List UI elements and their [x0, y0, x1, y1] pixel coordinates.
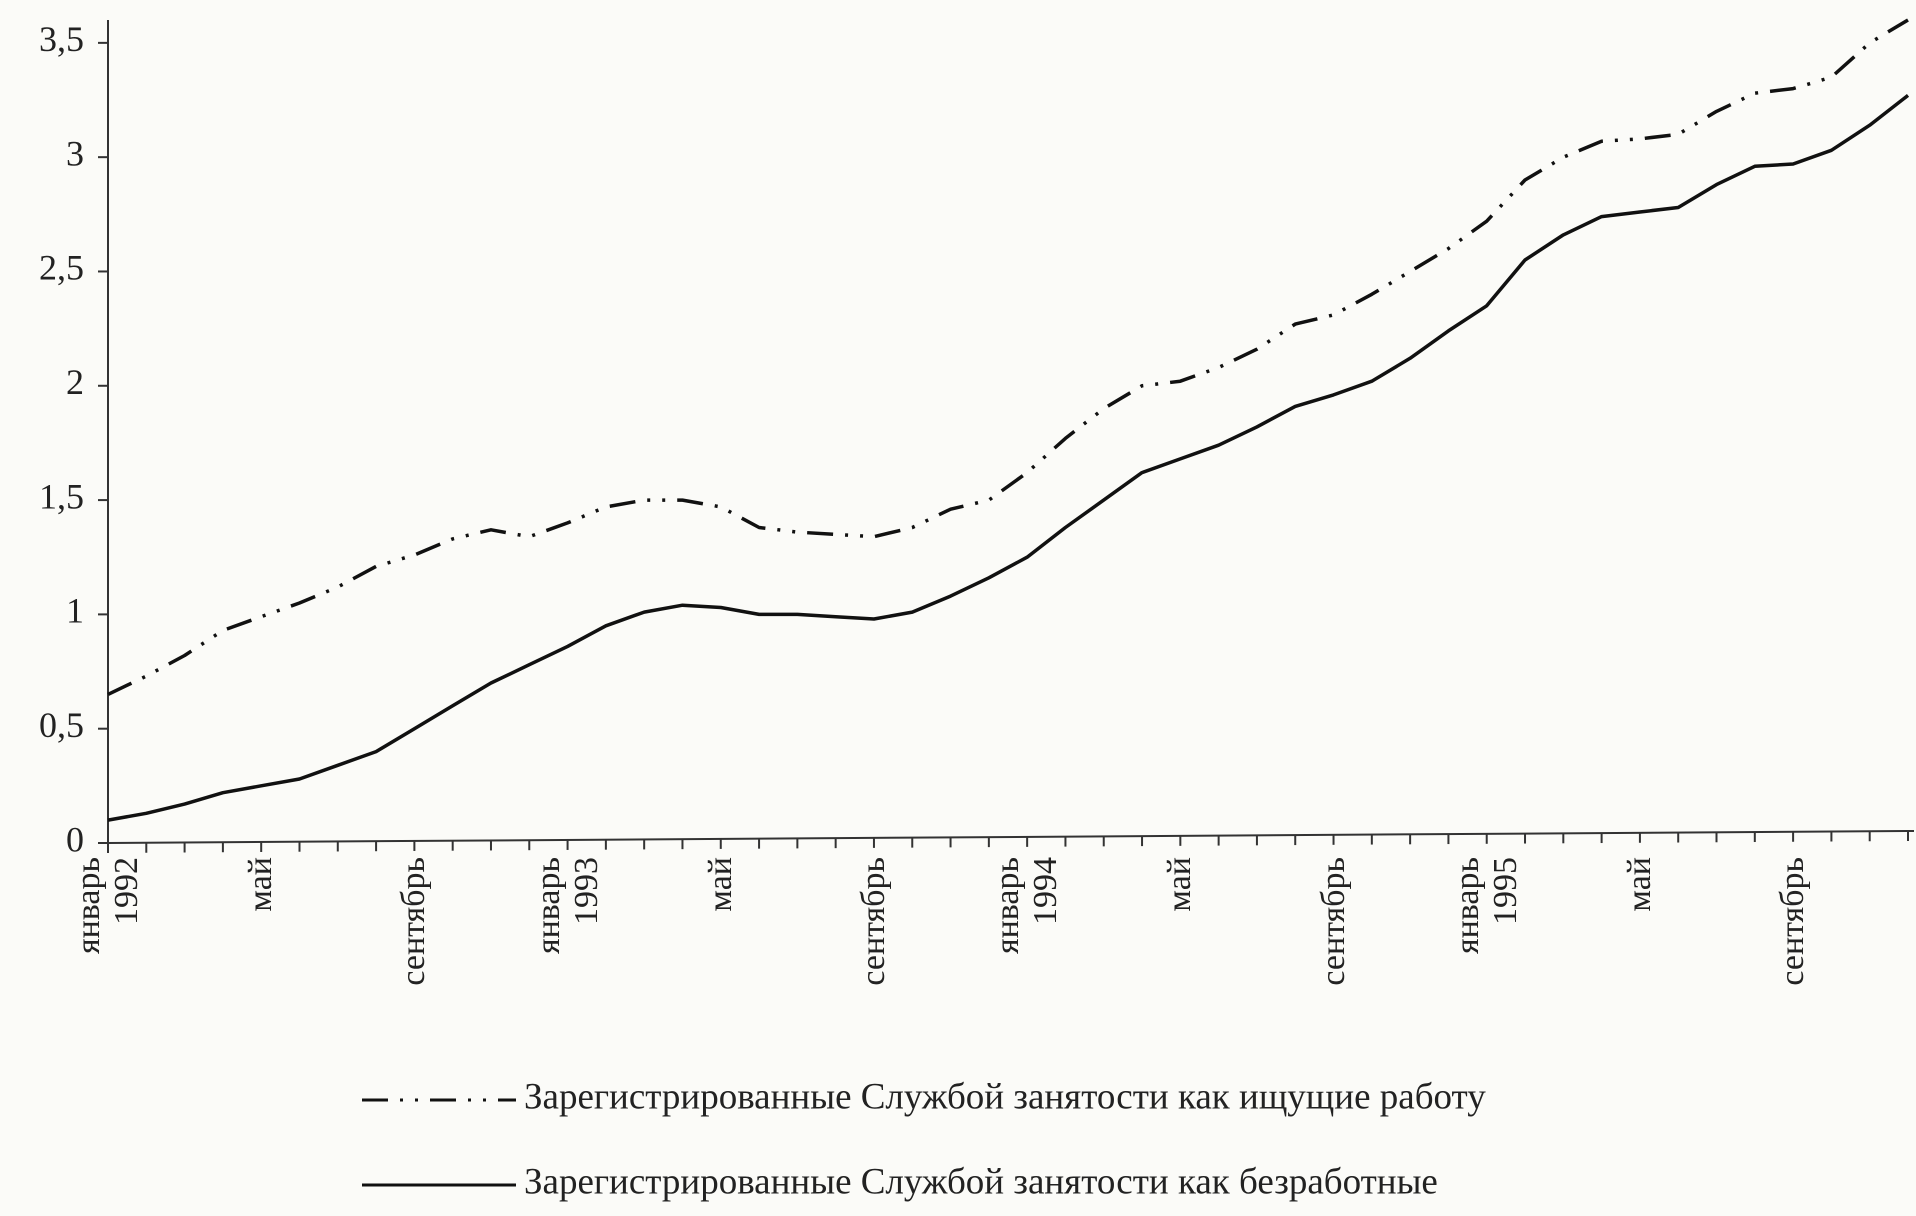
x-tick-label: январь 1994 — [989, 857, 1065, 955]
y-tick-label: 0,5 — [39, 705, 84, 745]
x-axis — [107, 830, 1915, 844]
x-tick-label: май — [242, 857, 280, 912]
y-tick-label: 1,5 — [39, 476, 84, 516]
x-tick-label: январь 1993 — [529, 857, 605, 955]
legend-label: Зарегистрированные Службой занятости как… — [524, 1076, 1486, 1117]
x-tick-label: сентябрь — [854, 857, 892, 986]
x-tick-label: январь 1995 — [1448, 857, 1524, 955]
x-tick-label: сентябрь — [1774, 857, 1812, 986]
y-tick-label: 1 — [66, 591, 84, 631]
x-tick-label: май — [1161, 857, 1199, 912]
y-tick-label: 2 — [66, 362, 84, 402]
y-tick-label: 3 — [66, 133, 84, 173]
x-tick-label: май — [1620, 857, 1658, 912]
legend-label: Зарегистрированные Службой занятости как… — [524, 1161, 1438, 1202]
x-tick-label: сентябрь — [1314, 857, 1352, 986]
x-tick-label: май — [701, 857, 739, 912]
x-tick-label: сентябрь — [395, 857, 433, 986]
series-line — [107, 94, 1910, 822]
y-tick-label: 3,5 — [39, 19, 84, 59]
y-tick-label: 0 — [66, 819, 84, 859]
x-tick-label: январь 1992 — [70, 857, 145, 955]
y-tick-label: 2,5 — [39, 248, 84, 288]
series-line — [107, 18, 1909, 696]
